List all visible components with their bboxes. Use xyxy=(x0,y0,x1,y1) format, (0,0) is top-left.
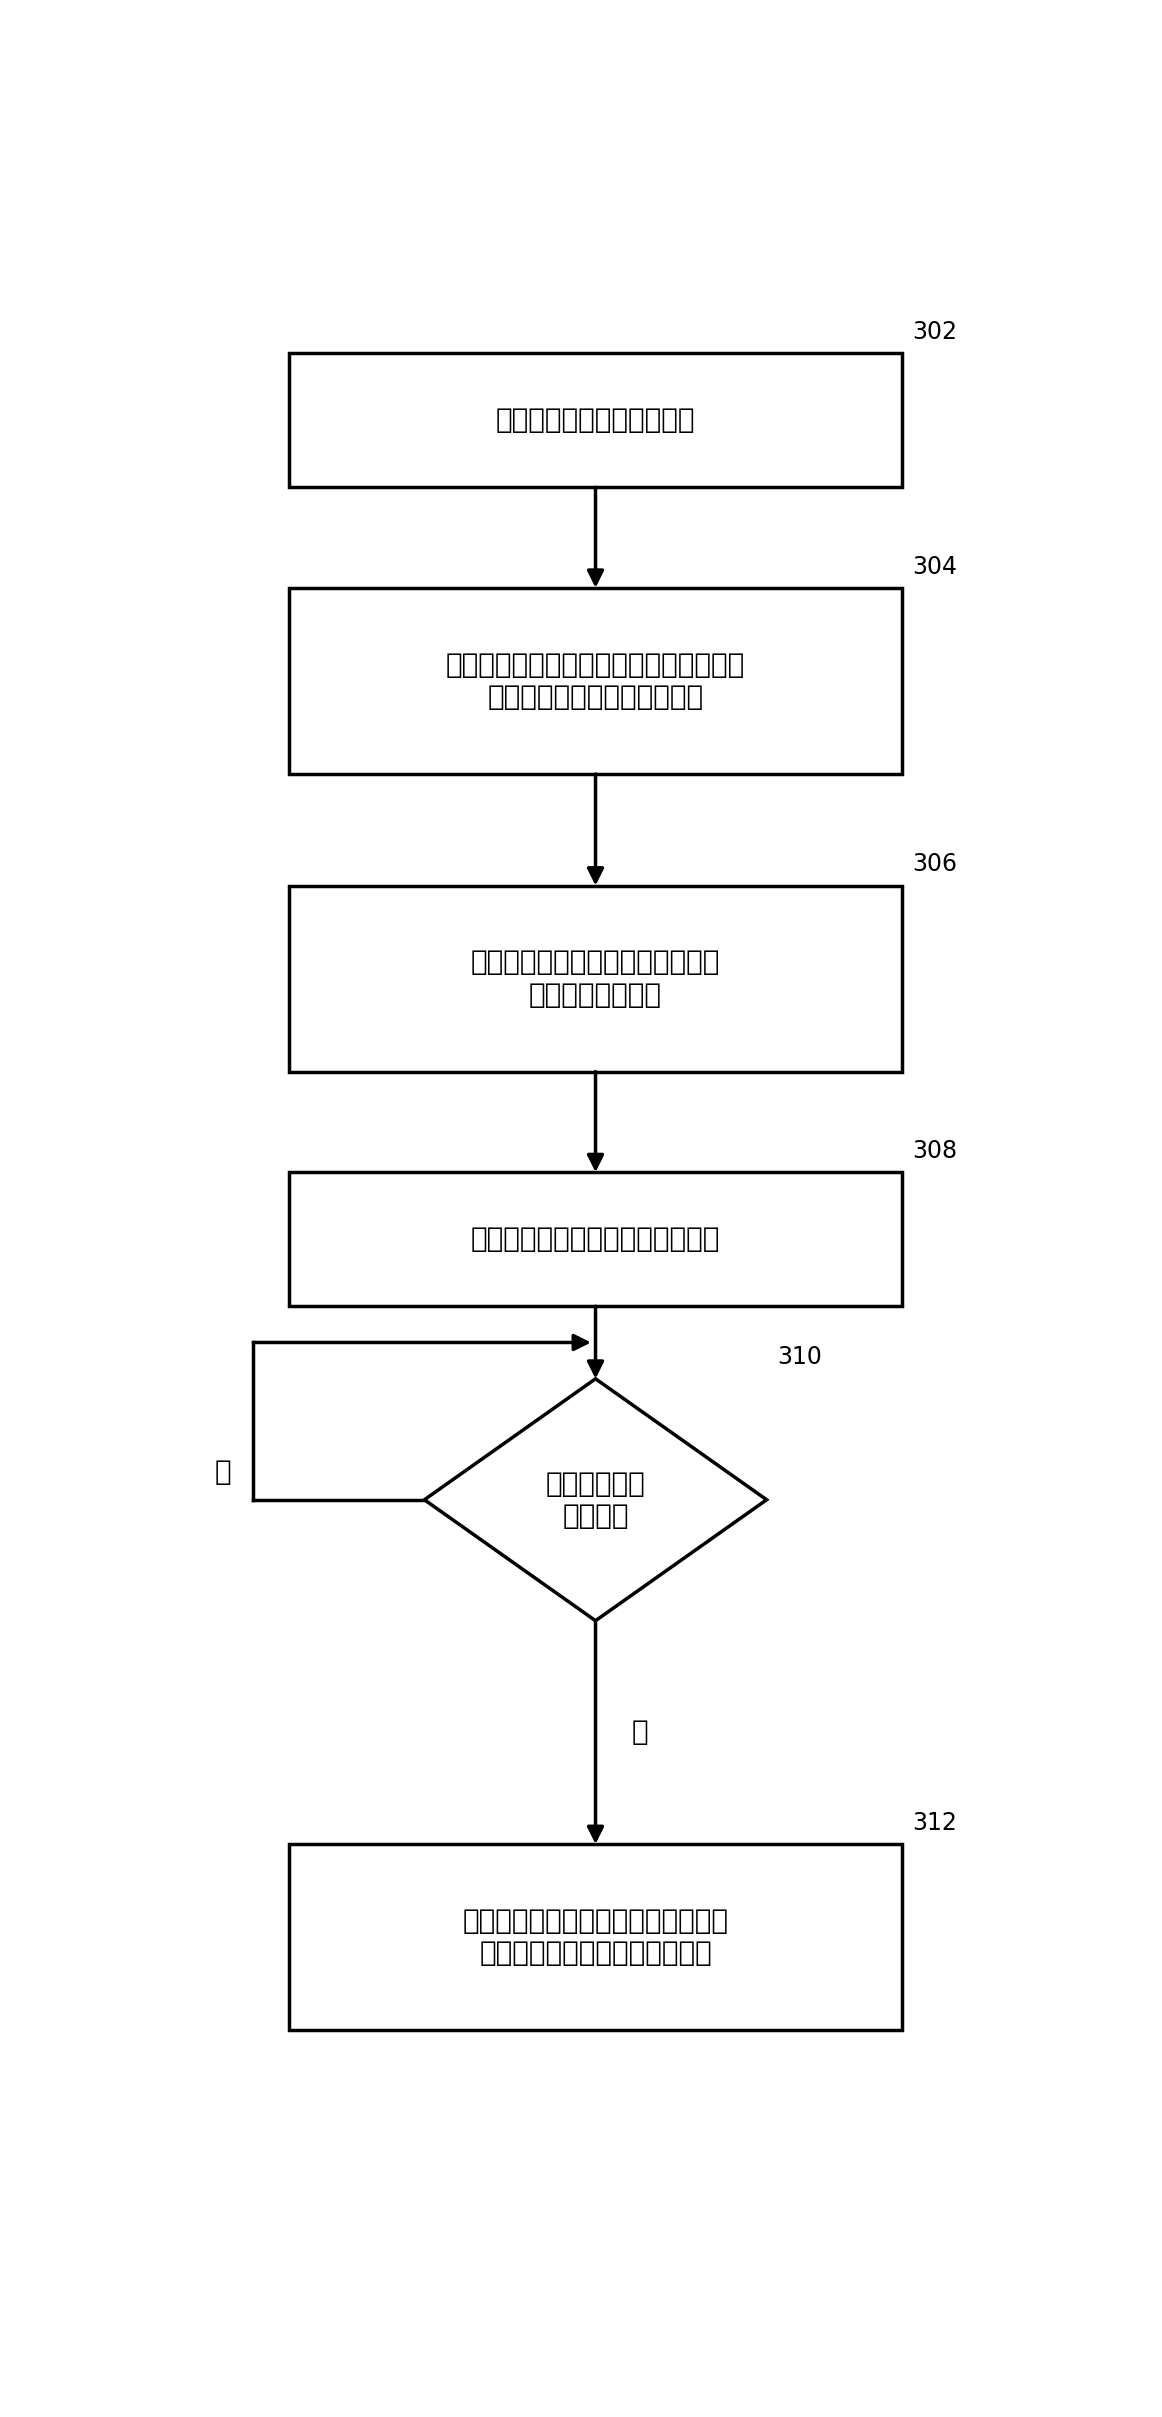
Bar xyxy=(289,587,902,773)
Text: 310: 310 xyxy=(777,1346,823,1370)
Bar xyxy=(289,1172,902,1305)
Text: 308: 308 xyxy=(912,1138,957,1163)
Text: 将第一中断控制器耦合到核: 将第一中断控制器耦合到核 xyxy=(496,406,695,435)
Text: 将指示核准备好接收第二中断的指令
从所述核发送到第二中断控制器: 将指示核准备好接收第二中断的指令 从所述核发送到第二中断控制器 xyxy=(462,1907,729,1967)
Text: 是: 是 xyxy=(632,1718,648,1747)
Bar xyxy=(289,353,902,488)
Bar xyxy=(289,1844,902,2030)
Text: 在第一中断控制器处处理第一中断
和第一向量识别符: 在第一中断控制器处处理第一中断 和第一向量识别符 xyxy=(471,947,720,1008)
Text: 304: 304 xyxy=(912,553,957,578)
Text: 302: 302 xyxy=(912,319,957,343)
Text: 否: 否 xyxy=(214,1457,231,1486)
Text: 核准备好接收
新中断？: 核准备好接收 新中断？ xyxy=(546,1470,645,1530)
Bar xyxy=(289,885,902,1071)
Text: 312: 312 xyxy=(912,1810,957,1835)
Text: 将经处理的中断发送到核中的线程: 将经处理的中断发送到核中的线程 xyxy=(471,1225,720,1252)
Text: 将第一中断和第一向量识别符从第二中断
控制器传送到第一中断控制器: 将第一中断和第一向量识别符从第二中断 控制器传送到第一中断控制器 xyxy=(446,650,745,711)
Polygon shape xyxy=(424,1378,767,1622)
Text: 306: 306 xyxy=(912,853,957,877)
